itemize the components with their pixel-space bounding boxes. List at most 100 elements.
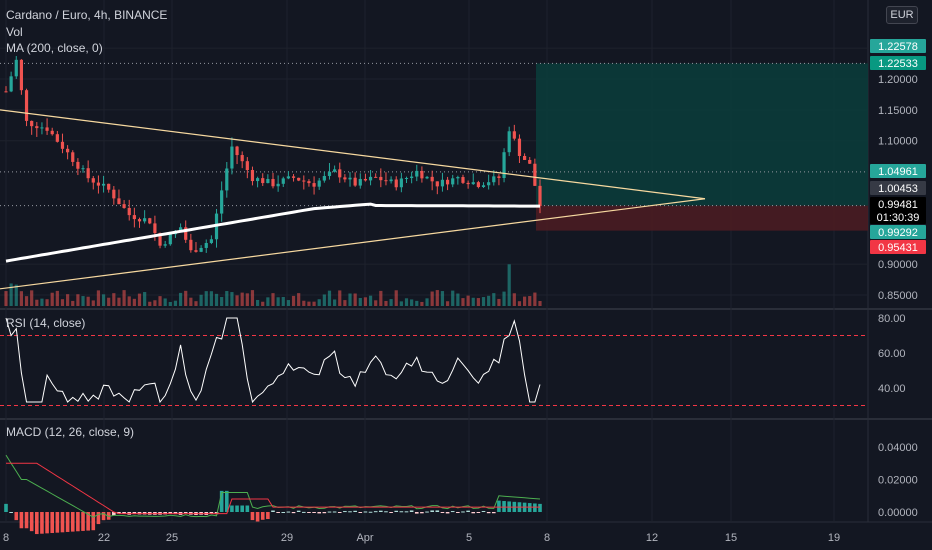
volume-bar [81, 296, 85, 306]
candle-body [445, 179, 450, 185]
macd-histogram-bar [40, 512, 44, 534]
volume-bar [132, 298, 136, 306]
macd-histogram-bar [466, 510, 470, 512]
volume-bar [230, 292, 234, 306]
volume-bar [384, 300, 388, 306]
volume-bar [86, 296, 90, 306]
volume-bar [420, 301, 424, 306]
candle-body [178, 227, 183, 231]
volume-bar [184, 290, 188, 306]
volume-bar [101, 294, 106, 306]
volume-bar [163, 298, 167, 306]
volume-bar [240, 292, 244, 306]
macd-histogram-bar [250, 512, 255, 521]
macd-histogram-bar [379, 510, 383, 512]
volume-bar [127, 296, 131, 306]
candle-body [353, 177, 357, 186]
volume-bar [266, 297, 270, 306]
volume-bar [374, 300, 378, 306]
volume-bar [497, 298, 501, 306]
candle-body [338, 169, 342, 178]
macd-axis-label: 0.02000 [878, 475, 918, 487]
candle-body [66, 148, 70, 153]
price-axis-label: 1.15000 [878, 105, 918, 117]
macd-histogram-bar [183, 512, 188, 514]
candle-body [71, 152, 75, 162]
volume-bar [394, 290, 398, 306]
candle-body [189, 239, 193, 251]
volume-bar [522, 296, 527, 306]
candle-body [40, 127, 44, 129]
candle-body [363, 178, 368, 181]
volume-bar [317, 299, 321, 306]
macd-histogram-bar [55, 512, 60, 533]
macd-histogram-bar [430, 510, 434, 512]
x-tick-label: Apr [356, 532, 373, 544]
macd-histogram-bar [363, 511, 368, 513]
x-tick-label: 25 [166, 532, 178, 544]
candle-body [9, 76, 13, 92]
macd-histogram-bar [456, 512, 460, 513]
volume-bar [107, 297, 111, 306]
volume-bar [297, 293, 301, 306]
volume-bar [40, 298, 44, 306]
volume-bar [368, 295, 373, 306]
candle-body [163, 244, 167, 246]
volume-bar [45, 299, 49, 306]
price-badge [870, 181, 926, 195]
candle-body [168, 234, 172, 245]
price-axis-label: 1.20000 [878, 74, 918, 86]
volume-bar [235, 295, 239, 306]
volume-bar [363, 297, 368, 306]
volume-bar [117, 297, 121, 306]
moving-average-line [5, 202, 540, 263]
volume-bar [435, 290, 439, 306]
x-tick-label: 8 [544, 532, 550, 544]
candle-body [60, 141, 65, 149]
candle-body [184, 227, 188, 240]
volume-bar [189, 297, 193, 306]
candle-body [420, 170, 424, 179]
volume-bar [153, 300, 157, 306]
volume-bar [456, 293, 460, 306]
volume-bar [481, 297, 486, 306]
candle-body [14, 59, 18, 77]
macd-histogram-bar [414, 512, 419, 514]
volume-bar [476, 298, 480, 306]
currency-button[interactable]: EUR [886, 6, 918, 24]
volume-bar [19, 291, 24, 306]
volume-bar [517, 301, 522, 306]
candle-body [507, 131, 511, 153]
candle-body [143, 218, 147, 222]
macd-histogram-bar [353, 510, 357, 512]
volume-bar [445, 301, 450, 306]
candle-body [389, 179, 393, 182]
volume-bar [14, 284, 18, 306]
macd-histogram-bar [101, 512, 106, 521]
volume-bar [507, 264, 511, 306]
price-badge [870, 39, 926, 53]
candle-body [204, 242, 208, 248]
candle-body [286, 176, 291, 179]
volume-bar [276, 297, 280, 306]
price-badge-label: 01:30:39 [877, 212, 920, 224]
volume-bar [66, 294, 70, 306]
macd-histogram-bar [35, 512, 39, 535]
volume-bar [178, 292, 183, 306]
macd-histogram-bar [368, 511, 373, 513]
volume-bar [214, 293, 219, 306]
macd-histogram-bar [358, 512, 363, 513]
candle-body [471, 182, 475, 185]
volume-bar [261, 301, 265, 306]
macd-histogram-bar [168, 512, 173, 514]
macd-histogram-bar [214, 512, 219, 515]
macd-histogram-bar [230, 505, 234, 512]
volume-bar [225, 291, 229, 306]
candle-body [96, 182, 101, 186]
volume-bar [194, 301, 198, 306]
candle-body [399, 178, 403, 188]
volume-bar [399, 301, 403, 306]
volume-bar [307, 301, 311, 306]
price-badge-label: 1.22533 [878, 58, 918, 70]
